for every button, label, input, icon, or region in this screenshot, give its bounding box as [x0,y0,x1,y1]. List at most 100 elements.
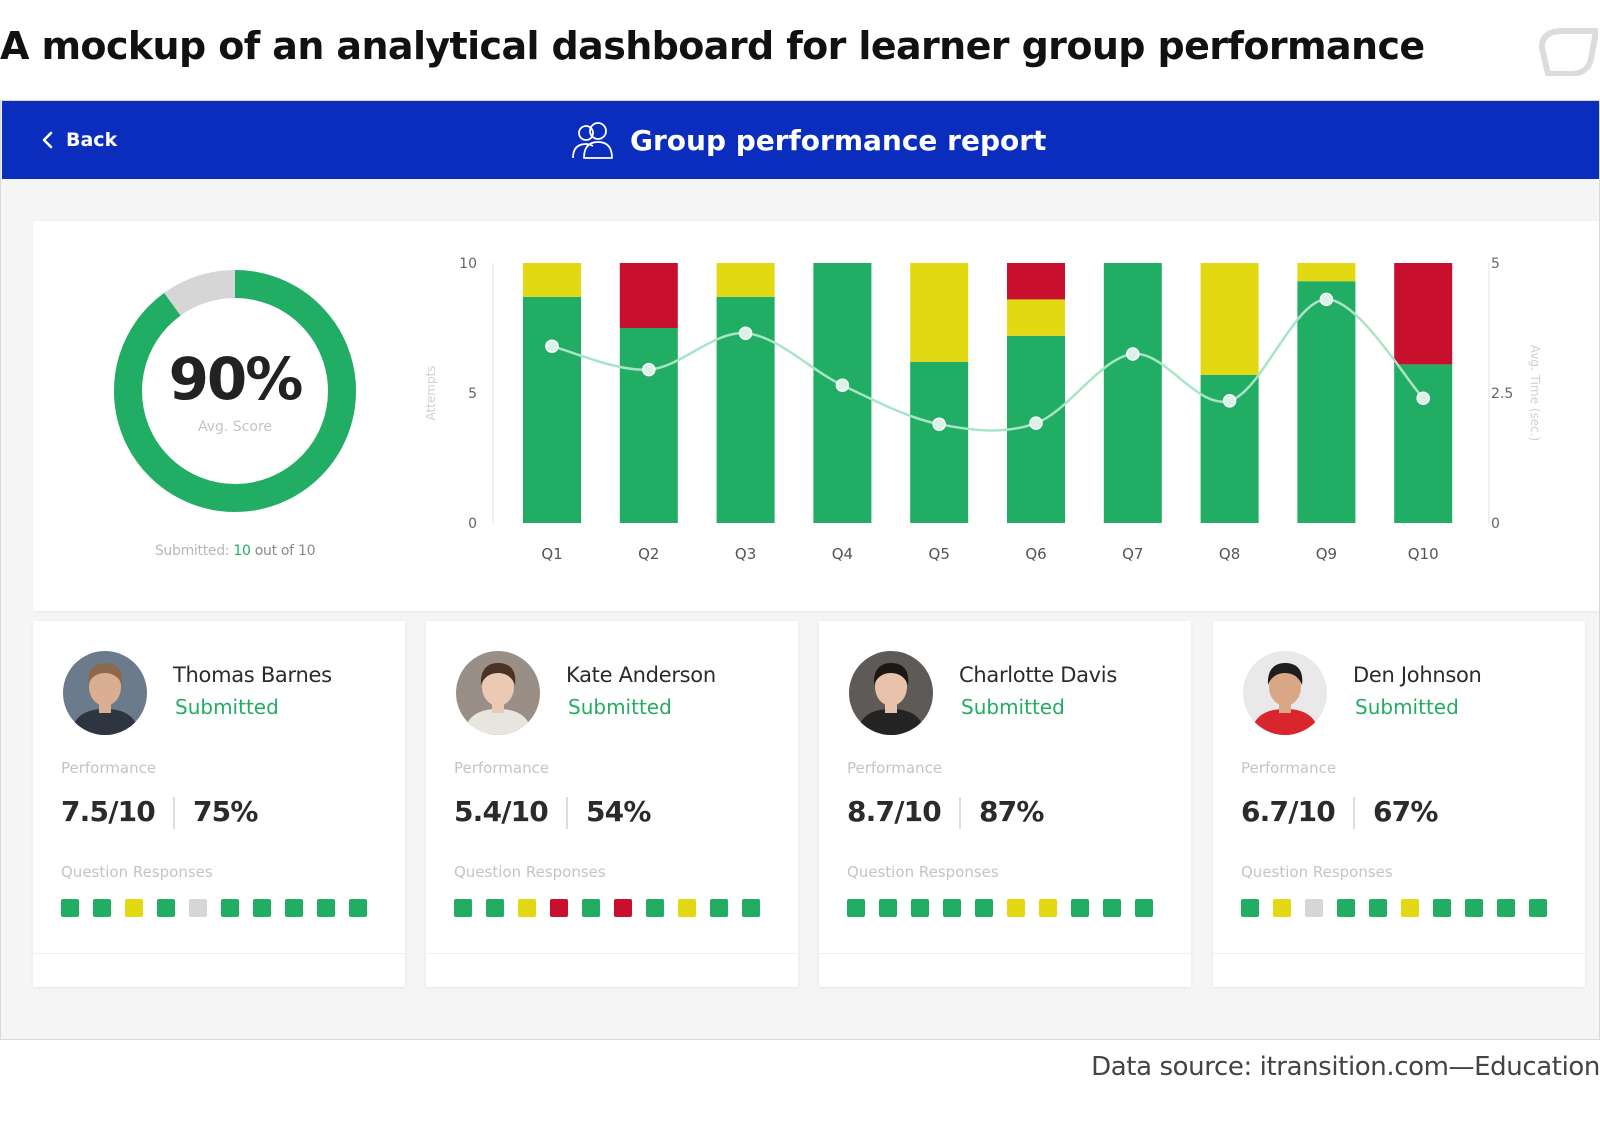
y-tick-label-right: 2.5 [1491,386,1513,402]
response-correct [1135,899,1153,917]
bar-correct [910,361,969,523]
response-wrong [614,899,632,917]
question-responses-label: Question Responses [847,863,999,881]
card-footer [1213,953,1585,987]
bar-partial [1200,263,1259,375]
avg-time-point [1029,416,1043,430]
avg-time-point [1319,292,1334,307]
performance-percent: 75% [193,795,258,828]
y-tick-label-left: 10 [459,256,477,272]
x-tick-label: Q5 [929,545,950,563]
avg-time-line [551,298,1425,432]
performance-label: Performance [847,759,943,777]
performance-score: 8.7/10 [847,795,942,828]
avg-time-point [642,362,656,377]
donut-score-arc [114,270,356,512]
header-bar: Back Group performance report [2,101,1599,179]
bar-wrong [1007,263,1065,300]
learner-name: Kate Anderson [566,663,716,687]
x-tick-label: Q8 [1219,545,1240,563]
bar-wrong [619,263,678,328]
response-correct [1071,899,1089,917]
question-responses-label: Question Responses [61,863,213,881]
response-skipped [1305,899,1323,917]
bar-wrong [1394,263,1453,365]
x-tick-label: Q7 [1122,545,1143,563]
bar-partial [523,263,581,297]
submitted-value: 10 [233,543,251,559]
x-tick-label: Q4 [832,545,853,563]
status-badge: Submitted [1355,695,1459,719]
bar-correct [813,263,872,523]
response-correct [221,899,239,917]
avg-time-point [1222,394,1237,408]
submitted-suffix: out of 10 [254,543,316,559]
avg-time-point [738,326,753,340]
back-label: Back [66,129,118,151]
response-correct [317,899,335,917]
dashboard-window: Back Group performance report 90% Avg. S… [0,100,1600,1040]
y-axis-title-left: Attempts [424,365,438,420]
avatar [849,651,933,735]
question-responses [454,899,760,917]
back-button[interactable]: Back [40,125,117,155]
bar-correct [1394,364,1453,523]
group-users-icon [572,122,613,159]
avatar-portrait-icon [63,651,147,735]
avatar-portrait-icon [1243,651,1327,735]
avg-time-point [835,378,850,392]
bar-partial [716,263,775,297]
avg-score-label: Avg. Score [197,419,273,435]
y-tick-label-right: 0 [1491,516,1500,532]
performance-divider [173,797,175,829]
response-partial [1039,899,1057,917]
response-correct [911,899,929,917]
response-correct [879,899,897,917]
bar-partial [910,263,969,362]
page-heading: A mockup of an analytical dashboard for … [0,24,1425,68]
question-responses-label: Question Responses [454,863,606,881]
response-partial [1401,899,1419,917]
avg-score-donut [114,270,356,512]
bar-correct [523,296,581,523]
learner-card[interactable]: Den Johnson Submitted Performance 6.7/10 67%… [1213,621,1585,987]
status-badge: Submitted [961,695,1065,719]
learner-name: Thomas Barnes [173,663,332,687]
x-tick-label: Q2 [638,545,659,563]
performance-percent: 54% [586,795,651,828]
card-footer [426,953,798,987]
submitted-prefix: Submitted: [154,543,230,559]
bar-correct [1103,263,1162,523]
x-tick-label: Q3 [735,545,756,563]
x-tick-label: Q9 [1316,545,1337,563]
performance-divider [959,797,961,829]
learner-card[interactable]: Kate Anderson Submitted Performance 5.4/10 5… [426,621,798,987]
learner-name: Den Johnson [1353,663,1482,687]
response-correct [582,899,600,917]
x-tick-label: Q1 [541,545,562,563]
performance-label: Performance [1241,759,1337,777]
submitted-count: Submitted: 10 out of 10 [109,543,361,559]
learner-name: Charlotte Davis [959,663,1117,687]
performance-percent: 67% [1373,795,1438,828]
response-correct [975,899,993,917]
performance-percent: 87% [979,795,1044,828]
avg-score-value: 90% [168,345,304,413]
report-title: Group performance report [568,119,1046,161]
response-partial [125,899,143,917]
summary-card: 90% Avg. Score Submitted: 10 out of 10 Q… [33,221,1599,611]
performance-score: 6.7/10 [1241,795,1336,828]
response-correct [943,899,961,917]
question-responses [1241,899,1547,917]
response-correct [1241,899,1259,917]
status-badge: Submitted [175,695,279,719]
chevron-left-icon [42,131,53,149]
response-correct [742,899,760,917]
learner-card[interactable]: Charlotte Davis Submitted Performance 8.7/1… [819,621,1191,987]
data-source: Data source: itransition.com—Education [1091,1052,1600,1082]
response-correct [646,899,664,917]
learner-card[interactable]: Thomas Barnes Submitted Performance 7.5/10 7… [33,621,405,987]
status-badge: Submitted [568,695,672,719]
card-footer [819,953,1191,987]
response-correct [61,899,79,917]
